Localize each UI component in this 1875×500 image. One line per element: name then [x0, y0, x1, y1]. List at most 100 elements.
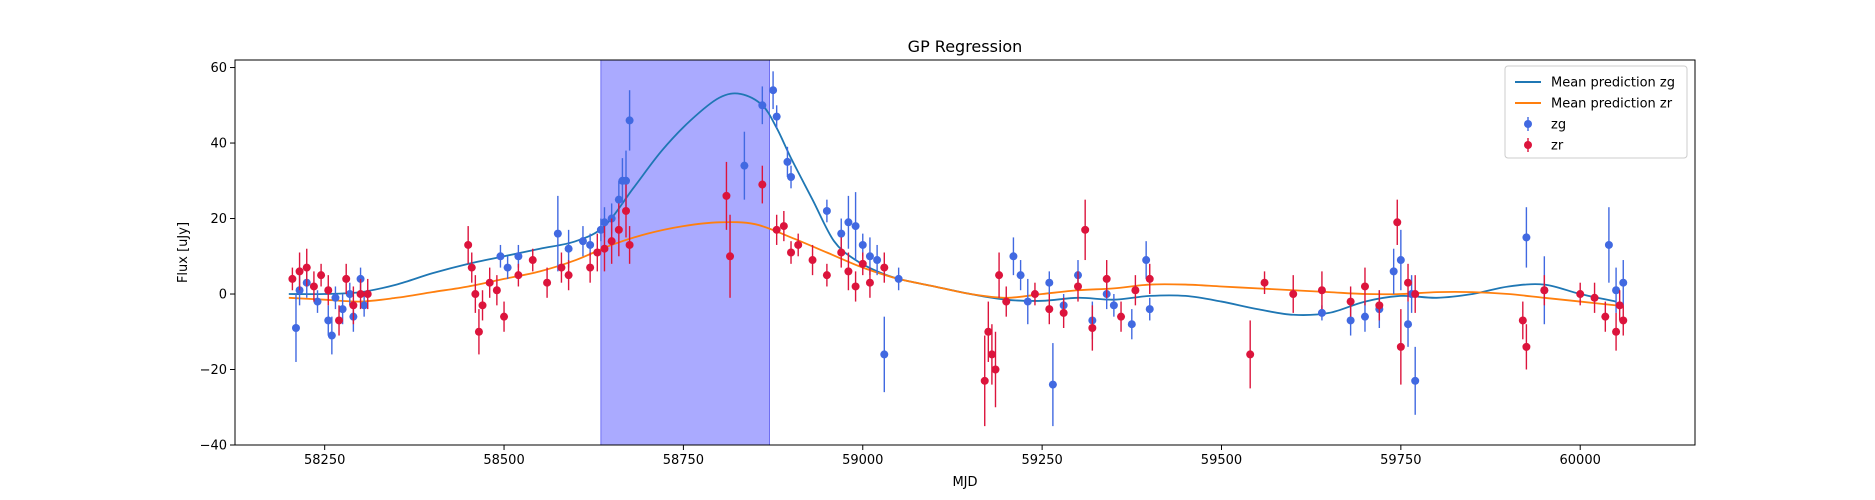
data-point	[503, 263, 512, 272]
data-point	[327, 331, 336, 340]
data-point	[779, 222, 788, 231]
data-point	[1619, 316, 1628, 325]
data-point	[808, 256, 817, 265]
data-point	[349, 301, 358, 310]
data-point	[1048, 380, 1057, 389]
data-point	[772, 112, 781, 121]
data-point	[851, 282, 860, 291]
x-tick-label: 59500	[1201, 453, 1242, 468]
data-point	[1396, 256, 1405, 265]
data-point	[291, 323, 300, 332]
data-point	[622, 176, 631, 185]
data-point	[593, 248, 602, 257]
data-point	[1145, 274, 1154, 283]
x-tick-label: 59750	[1380, 453, 1421, 468]
data-point	[995, 271, 1004, 280]
data-point	[1131, 286, 1140, 295]
data-point	[543, 278, 552, 287]
data-point	[726, 252, 735, 261]
series-zr	[288, 161, 1628, 427]
data-point	[837, 229, 846, 238]
data-point	[1612, 327, 1621, 336]
data-point	[1411, 376, 1420, 385]
data-point	[1389, 267, 1398, 276]
data-point	[335, 316, 344, 325]
y-tick-label: −40	[200, 439, 227, 454]
data-point	[1604, 240, 1613, 249]
data-point	[1127, 320, 1136, 329]
data-point	[987, 350, 996, 359]
data-point	[822, 271, 831, 280]
data-point	[471, 290, 480, 299]
data-point	[1411, 290, 1420, 299]
data-point	[1393, 218, 1402, 227]
data-point	[722, 191, 731, 200]
data-point	[1016, 271, 1025, 280]
data-point	[1317, 308, 1326, 317]
data-point	[1045, 305, 1054, 314]
data-point	[578, 237, 587, 246]
data-point	[1088, 323, 1097, 332]
data-point	[496, 252, 505, 261]
x-tick-label: 58250	[304, 453, 345, 468]
data-point	[984, 327, 993, 336]
data-point	[302, 263, 311, 272]
data-point	[564, 271, 573, 280]
data-point	[1346, 316, 1355, 325]
data-point	[1522, 233, 1531, 242]
data-point	[1109, 301, 1118, 310]
data-point	[1289, 290, 1298, 299]
data-point	[478, 301, 487, 310]
data-point	[1590, 293, 1599, 302]
data-point	[485, 278, 494, 287]
legend: Mean prediction zg Mean prediction zr zg zr	[1504, 65, 1688, 159]
data-point	[794, 240, 803, 249]
data-point	[514, 271, 523, 280]
data-point	[1142, 256, 1151, 265]
data-point	[557, 263, 566, 272]
legend-marker-swatch	[1524, 141, 1532, 149]
data-point	[363, 290, 372, 299]
data-point	[1612, 286, 1621, 295]
data-point	[1317, 286, 1326, 295]
data-point	[295, 267, 304, 276]
data-point	[1073, 282, 1082, 291]
legend-entry-label: Mean prediction zg	[1551, 76, 1675, 91]
data-point	[622, 206, 631, 215]
data-point	[564, 244, 573, 253]
data-point	[464, 240, 473, 249]
data-point	[586, 240, 595, 249]
data-point	[1615, 301, 1624, 310]
y-tick-label: 0	[219, 288, 227, 303]
data-point	[1601, 312, 1610, 321]
data-point	[880, 350, 889, 359]
data-point	[758, 101, 767, 110]
data-point	[600, 218, 609, 227]
data-point	[1081, 225, 1090, 234]
data-point	[586, 263, 595, 272]
x-tick-label: 59250	[1021, 453, 1062, 468]
data-point	[1102, 274, 1111, 283]
data-point	[787, 173, 796, 182]
data-point	[851, 222, 860, 231]
data-point	[865, 278, 874, 287]
data-point	[356, 290, 365, 299]
data-point	[1059, 308, 1068, 317]
data-point	[467, 263, 476, 272]
data-point	[1396, 342, 1405, 351]
data-point	[528, 256, 537, 265]
data-point	[1360, 312, 1369, 321]
data-point	[625, 240, 634, 249]
data-point	[360, 301, 369, 310]
data-point	[980, 376, 989, 385]
data-point	[514, 252, 523, 261]
data-point	[625, 116, 634, 125]
y-tick-label: 60	[210, 61, 227, 76]
data-point	[787, 248, 796, 257]
data-point	[553, 229, 562, 238]
data-point	[1576, 290, 1585, 299]
data-point	[873, 256, 882, 265]
x-tick-label: 60000	[1560, 453, 1601, 468]
data-point	[1260, 278, 1269, 287]
data-point	[500, 312, 509, 321]
